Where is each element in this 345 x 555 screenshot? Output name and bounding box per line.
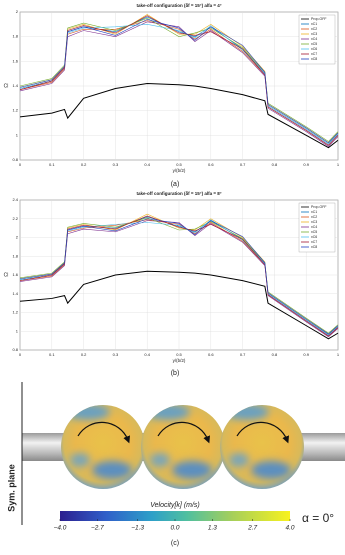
colorbar-tick-label: 1.3 <box>208 525 217 532</box>
x-axis-label: y/(b/2) <box>173 168 186 173</box>
x-tick-label: 1 <box>337 352 340 357</box>
legend-label: xC6 <box>311 235 317 239</box>
y-tick-label: 1.2 <box>12 310 18 315</box>
y-tick-label: 2.2 <box>12 216 18 221</box>
series-line <box>19 19 339 144</box>
x-tick-label: 1 <box>337 162 340 167</box>
alpha-annotation: α = 0° <box>302 511 334 525</box>
x-tick-label: 0.3 <box>113 352 119 357</box>
colorbar <box>60 511 290 521</box>
y-axis-label: Cl <box>4 83 9 89</box>
x-tick-label: 0.2 <box>81 352 87 357</box>
colorbar-tick-label: 2.7 <box>247 525 257 532</box>
x-axis-label: y/(b/2) <box>173 358 186 363</box>
y-tick-label: 1.8 <box>12 253 18 258</box>
caption: (b) <box>171 370 180 377</box>
y-tick-label: 1.8 <box>12 34 18 39</box>
caption: (a) <box>171 181 180 188</box>
x-tick-label: 0 <box>19 352 22 357</box>
legend-label: xC5 <box>311 42 317 46</box>
x-tick-label: 0.6 <box>208 352 214 357</box>
y-tick-label: 0.8 <box>12 157 18 162</box>
legend-label: xC4 <box>311 225 317 229</box>
series-line <box>19 83 339 149</box>
y-tick-label: 1.6 <box>12 272 18 277</box>
x-tick-label: 0.8 <box>272 162 278 167</box>
x-tick-label: 0.5 <box>176 352 182 357</box>
colorbar-label: Velocity[k] (m/s) <box>150 502 200 509</box>
colorbar-tick-label: 4.0 <box>285 525 294 532</box>
x-tick-label: 0 <box>19 162 22 167</box>
x-tick-label: 0.1 <box>49 352 55 357</box>
y-tick-label: 1 <box>16 328 19 333</box>
legend-label: xC8 <box>311 245 317 249</box>
legend-label: xC2 <box>311 215 317 219</box>
legend-label: xC3 <box>311 32 317 36</box>
x-tick-label: 0.5 <box>176 162 182 167</box>
y-tick-label: 0.8 <box>12 347 18 352</box>
x-tick-label: 0.3 <box>113 162 119 167</box>
sym-plane-label: Sym. plane <box>6 464 16 512</box>
legend-label: xC3 <box>311 220 317 224</box>
x-tick-label: 0.1 <box>49 162 55 167</box>
y-axis-label: Cl <box>4 272 9 278</box>
legend-label: xC6 <box>311 47 317 51</box>
series-line <box>19 218 339 335</box>
legend-label: xC5 <box>311 230 317 234</box>
legend-label: xC1 <box>311 22 317 26</box>
y-tick-label: 1.4 <box>12 291 18 296</box>
legend-label: xC7 <box>311 240 317 244</box>
colorbar-tick-label: 0.0 <box>170 525 179 532</box>
colorbar-tick-label: −1.3 <box>131 525 144 532</box>
legend-label: xC8 <box>311 57 317 61</box>
legend-box <box>298 14 336 65</box>
propeller-disk <box>61 405 145 489</box>
velocity-panel: Sym. plane Velocity[k] (m/s) α = 0° −4.0… <box>6 382 345 532</box>
legend-label: Prop-OFF <box>311 17 327 21</box>
colorbar-tick-label: −4.0 <box>54 525 67 532</box>
x-tick-label: 0.9 <box>303 352 309 357</box>
series-line <box>19 270 339 340</box>
legend-label: xC4 <box>311 37 317 41</box>
caption: (c) <box>171 540 179 547</box>
chart-title: take-off configuration (δf = 15°) alfa =… <box>136 191 221 196</box>
x-tick-label: 0.9 <box>303 162 309 167</box>
colorbar-tick-label: −2.7 <box>91 525 104 532</box>
y-tick-label: 1 <box>16 132 19 137</box>
x-tick-label: 0.4 <box>144 162 150 167</box>
x-tick-label: 0.2 <box>81 162 87 167</box>
propeller-disk <box>141 405 225 489</box>
x-tick-label: 0.4 <box>144 352 150 357</box>
x-tick-label: 0.7 <box>240 352 246 357</box>
propeller-disk <box>220 405 304 489</box>
legend-box <box>298 202 336 253</box>
y-tick-label: 1.2 <box>12 108 18 113</box>
chart-title: take-off configuration (δf = 15°) alfa =… <box>136 3 221 8</box>
y-tick-label: 1.6 <box>12 58 18 63</box>
y-tick-label: 2 <box>16 235 19 240</box>
line-chart: 0 0.1 0.2 0.3 0.4 0.5 0.6 0.7 0.8 0.9 1 0.8 1 1.2 1.4 1… <box>4 3 340 173</box>
y-tick-label: 2 <box>16 9 19 14</box>
legend-label: xC2 <box>311 27 317 31</box>
line-chart: 0 0.1 0.2 0.3 0.4 0.5 0.6 0.7 0.8 0.9 1 0.8 1 1.2 1.4 1… <box>4 191 340 363</box>
x-tick-label: 0.8 <box>272 352 278 357</box>
x-tick-label: 0.6 <box>208 162 214 167</box>
legend-label: xC7 <box>311 52 317 56</box>
y-tick-label: 2.4 <box>12 197 18 202</box>
y-tick-label: 1.4 <box>12 83 18 88</box>
legend-label: Prop-OFF <box>311 205 327 209</box>
x-tick-label: 0.7 <box>240 162 246 167</box>
legend-label: xC1 <box>311 210 317 214</box>
